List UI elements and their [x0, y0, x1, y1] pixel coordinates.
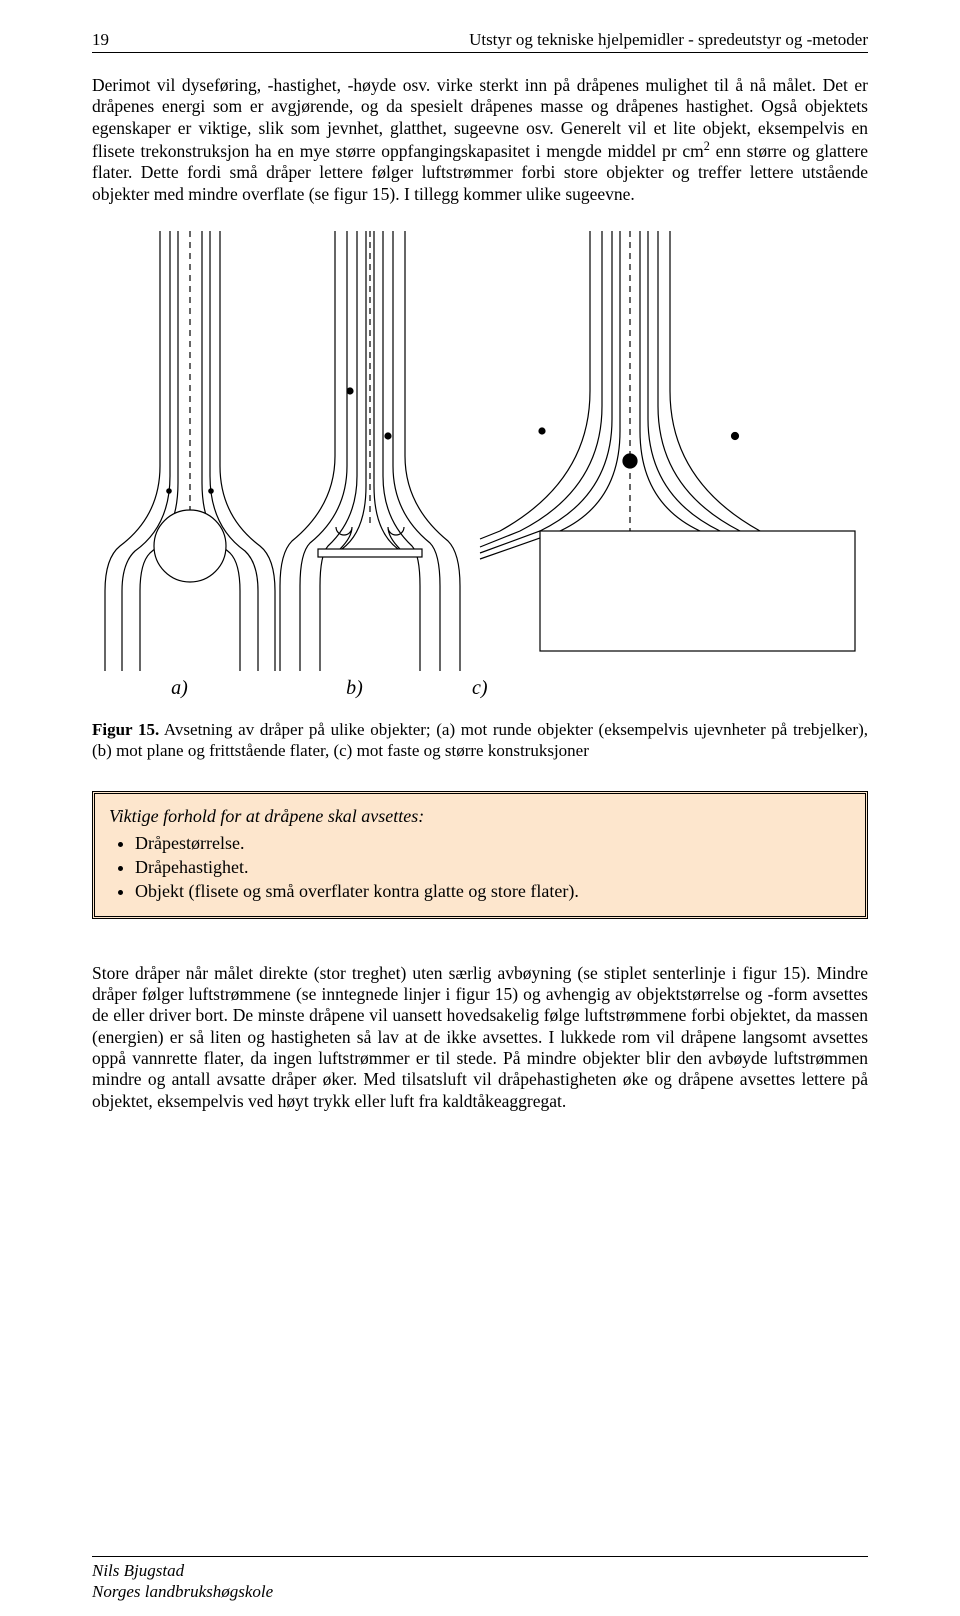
label-c: c): [442, 677, 742, 700]
footer-author: Nils Bjugstad: [92, 1561, 868, 1581]
figure-15-svg: [100, 231, 860, 671]
box-item: Dråpehastighet.: [135, 855, 851, 879]
panel-b: [280, 231, 460, 671]
running-title: Utstyr og tekniske hjelpemidler - sprede…: [469, 30, 868, 50]
panel-a: [105, 231, 275, 671]
label-a: a): [92, 677, 267, 700]
box-item: Dråpestørrelse.: [135, 831, 851, 855]
page-footer: Nils Bjugstad Norges landbrukshøgskole: [92, 1556, 868, 1602]
figure-15: [92, 231, 868, 671]
running-header: 19 Utstyr og tekniske hjelpemidler - spr…: [92, 30, 868, 50]
caption-text: Avsetning av dråper på ulike objekter; (…: [92, 720, 868, 760]
paragraph-1: Derimot vil dyseføring, -hastighet, -høy…: [92, 75, 868, 205]
box-title: Viktige forhold for at dråpene skal avse…: [109, 804, 851, 828]
figure-labels: a) b) c): [92, 677, 868, 700]
page: 19 Utstyr og tekniske hjelpemidler - spr…: [0, 0, 960, 1616]
panel-c: [480, 231, 855, 651]
footer-affiliation: Norges landbrukshøgskole: [92, 1582, 868, 1602]
page-number: 19: [92, 30, 109, 50]
box-item: Objekt (flisete og små overflater kontra…: [135, 879, 851, 903]
caption-lead: Figur 15.: [92, 720, 159, 739]
paragraph-2: Store dråper når målet direkte (stor tre…: [92, 963, 868, 1112]
figure-caption: Figur 15. Avsetning av dråper på ulike o…: [92, 720, 868, 761]
highlight-box: Viktige forhold for at dråpene skal avse…: [92, 791, 868, 918]
label-b: b): [267, 677, 442, 700]
footer-rule: [92, 1556, 868, 1557]
header-rule: [92, 52, 868, 53]
box-list: Dråpestørrelse. Dråpehastighet. Objekt (…: [109, 831, 851, 904]
